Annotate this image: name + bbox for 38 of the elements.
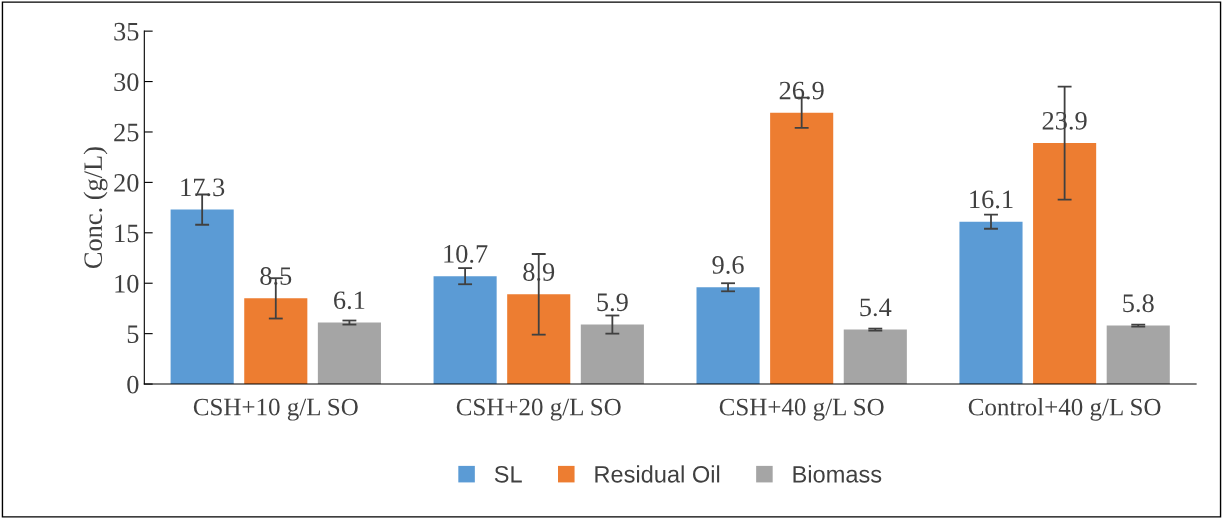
data-label: 16.1 — [970, 190, 1013, 209]
x-tick-label: CSH+20 g/L SO — [456, 398, 621, 421]
x-tick-label: CSH+10 g/L SO — [193, 398, 358, 421]
y-tick-label: 5 — [127, 325, 139, 344]
data-label: 5.8 — [1123, 294, 1154, 313]
y-tick-label: 15 — [115, 224, 139, 243]
data-label: 6.1 — [334, 291, 365, 310]
y-tick-label: 35 — [114, 22, 139, 41]
data-label: 10.7 — [444, 244, 488, 263]
bar — [244, 298, 308, 385]
y-tick-label: 0 — [127, 375, 139, 394]
x-tick-label: Control+40 g/L SO — [968, 397, 1161, 421]
bar — [1106, 325, 1170, 385]
y-tick-label: 30 — [114, 73, 139, 91]
bar — [507, 294, 571, 385]
bar — [959, 221, 1023, 385]
bar — [1033, 143, 1097, 385]
data-label: 26.9 — [779, 81, 824, 100]
legend-label: Biomass — [793, 465, 882, 483]
bar — [580, 324, 644, 385]
bar — [170, 209, 234, 385]
data-label: 9.6 — [712, 256, 744, 274]
y-axis-title: Conc. (g/L) — [83, 147, 108, 269]
data-label: 8.5 — [260, 267, 292, 286]
legend-label: Residual Oil — [595, 465, 720, 483]
bar — [843, 329, 907, 385]
y-tick-label: 20 — [114, 174, 139, 192]
x-tick-label: CSH+40 g/L SO — [719, 398, 884, 421]
y-tick-label: 25 — [114, 123, 139, 142]
bar — [696, 287, 760, 385]
data-label: 5.9 — [597, 293, 628, 312]
data-label: 17.3 — [181, 178, 225, 197]
bar — [317, 322, 381, 385]
bar — [433, 276, 497, 385]
bar — [770, 112, 834, 385]
y-tick-label: 10 — [115, 274, 139, 293]
data-label: 5.4 — [860, 298, 892, 317]
legend-label: SL — [494, 465, 522, 483]
